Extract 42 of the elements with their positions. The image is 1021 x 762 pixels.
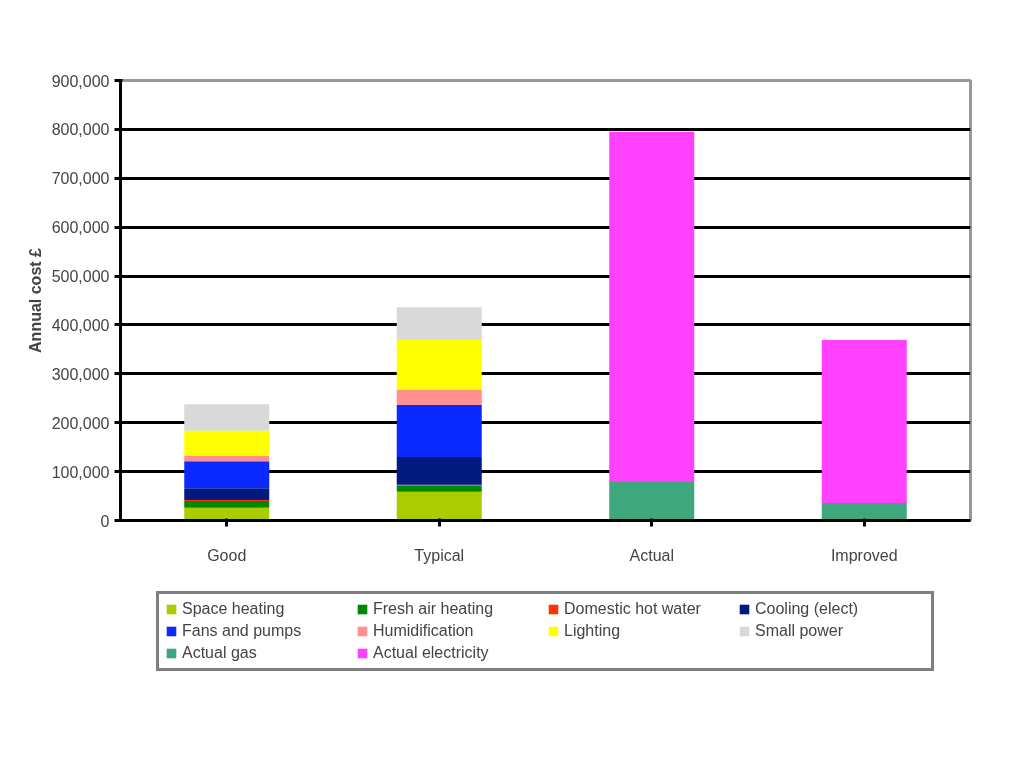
bar [609,481,695,521]
bar [396,389,482,406]
bar [184,461,270,489]
y-tick-label: 500,000 [51,268,110,286]
bar [184,430,270,456]
bar [396,456,482,485]
bar [396,485,482,492]
bar [821,340,907,503]
bar [184,404,270,431]
y-tick-label: 600,000 [51,219,110,237]
x-tick-label: Improved [830,546,898,564]
legend-label: Actual electricity [373,644,490,662]
legend-label: Fans and pumps [182,622,303,640]
x-tick-label: Typical [414,546,465,564]
bar [396,405,482,457]
bar [396,307,482,341]
legend-label: Cooling (elect) [755,600,860,618]
y-tick-label: 200,000 [51,414,110,432]
bar [184,488,270,500]
legend-label: Actual gas [182,644,258,662]
bar [184,455,270,462]
x-tick-label: Good [207,546,247,564]
y-tick-label: 300,000 [51,365,110,383]
y-tick-label: 0 [100,512,110,530]
legend-label: Small power [755,622,845,640]
legend-label: Space heating [182,600,286,618]
y-tick-label: 700,000 [51,170,110,188]
legend-label: Humidification [373,622,475,640]
bar [821,502,907,521]
bar [396,491,482,521]
bar [396,340,482,390]
y-axis-title: Annual cost £ [26,247,44,353]
y-tick-label: 800,000 [51,121,110,139]
y-tick-label: 900,000 [51,72,110,90]
bar [609,131,695,482]
legend-label: Fresh air heating [373,600,495,618]
legend-label: Domestic hot water [564,600,702,618]
legend-label: Lighting [564,622,622,640]
y-tick-label: 100,000 [51,463,110,481]
x-tick-label: Actual [629,546,674,564]
bar [184,500,270,508]
y-tick-label: 400,000 [51,316,110,334]
